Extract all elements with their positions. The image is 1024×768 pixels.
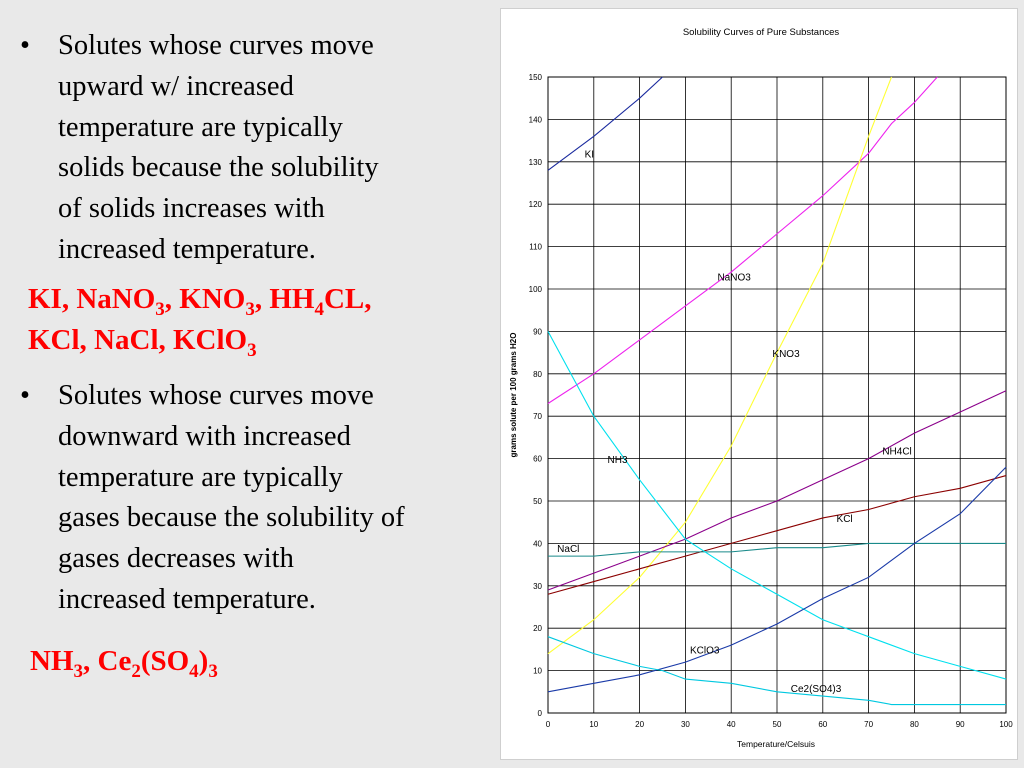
series-labels: KI NaNO3 KNO3 NH4Cl KCl NaCl NH3 KClO3 Ce2(SO4)3 <box>557 150 912 695</box>
x-tick-label: 90 <box>956 720 965 729</box>
solids-list-line: KCl, NaCl, KClO3 <box>28 320 372 361</box>
bullet-marker: • <box>20 380 30 411</box>
formula-text: , Ce <box>83 645 132 677</box>
y-tick-label: 100 <box>529 285 543 294</box>
series-line-nano3 <box>547 76 938 404</box>
subscript: 3 <box>73 660 84 682</box>
y-tick-label: 140 <box>529 115 543 124</box>
x-tick-label: 0 <box>546 720 551 729</box>
bullet-line: increased temperature. <box>58 583 316 615</box>
series-lines <box>547 76 1007 706</box>
y-tick-label: 120 <box>529 200 543 209</box>
bullet-line: upward w/ increased <box>58 70 294 102</box>
x-tick-label: 80 <box>910 720 919 729</box>
bullet-line: temperature are typically <box>58 111 343 143</box>
x-tick-label: 10 <box>589 720 598 729</box>
solids-list-line: KI, NaNO3, KNO3, HH4CL, <box>28 279 372 320</box>
grid <box>547 76 1007 714</box>
x-tick-label: 70 <box>864 720 873 729</box>
series-label: Ce2(SO4)3 <box>791 684 842 695</box>
solubility-chart: Solubility Curves of Pure Substances Tem… <box>509 27 1014 749</box>
x-tick-label: 60 <box>818 720 827 729</box>
formula-text: (SO <box>140 645 190 677</box>
bullet-marker: • <box>20 30 30 61</box>
series-label: KNO3 <box>772 349 800 360</box>
y-tick-label: 70 <box>533 412 542 421</box>
text-column: • Solutes whose curves move upward w/ in… <box>0 0 490 768</box>
bullet-line: Solutes whose curves move <box>58 30 374 61</box>
x-axis-label: Temperature/Celsuis <box>737 739 815 749</box>
subscript: 3 <box>208 660 218 682</box>
tick-labels: 0 10 20 30 40 50 60 70 80 90 100 0 10 20 30 40 50 60 70 80 9… <box>529 73 1014 729</box>
gases-list-line: NH3, Ce2(SO4)3 <box>30 641 218 682</box>
series-label: KI <box>585 150 594 161</box>
y-tick-label: 110 <box>529 243 542 252</box>
y-tick-label: 40 <box>533 539 542 548</box>
x-tick-label: 50 <box>773 720 782 729</box>
formula-text: , KNO <box>164 283 246 315</box>
y-tick-label: 10 <box>533 667 542 676</box>
subscript: 4 <box>314 298 324 320</box>
y-tick-label: 30 <box>533 582 542 591</box>
series-label: NaCl <box>557 544 579 555</box>
y-tick-label: 60 <box>533 455 542 464</box>
bullet-line: Solutes whose curves move <box>58 380 374 411</box>
y-tick-label: 130 <box>529 158 543 167</box>
formula-text: ) <box>198 645 209 677</box>
y-tick-label: 0 <box>538 709 543 718</box>
series-label: NH3 <box>608 455 628 466</box>
x-tick-label: 30 <box>681 720 690 729</box>
bullet-text: Solutes whose curves move downward with … <box>58 376 478 621</box>
bullet-line: of solids increases with <box>58 193 325 225</box>
series-line-ce2so43 <box>547 636 1006 706</box>
series-line-kcl <box>547 475 1007 595</box>
formula-text: KCl, NaCl, KClO <box>28 324 248 356</box>
subscript: 3 <box>245 298 255 320</box>
chart-panel: Solubility Curves of Pure Substances Tem… <box>500 8 1018 760</box>
series-line-kno3 <box>547 76 893 655</box>
chart-title: Solubility Curves of Pure Substances <box>683 27 840 38</box>
series-line-nacl <box>548 542 1006 557</box>
subscript: 3 <box>247 339 257 361</box>
series-line-kclo3 <box>547 466 1007 693</box>
y-tick-label: 80 <box>533 370 542 379</box>
series-label: KClO3 <box>690 646 720 657</box>
series-line-nh3 <box>547 331 1007 680</box>
solids-list: KI, NaNO3, KNO3, HH4CL, KCl, NaCl, KClO3 <box>28 279 372 361</box>
bullet-line: solids because the solubility <box>58 152 379 184</box>
y-tick-label: 90 <box>533 327 542 336</box>
series-label: NH4Cl <box>882 446 911 457</box>
x-tick-label: 40 <box>727 720 736 729</box>
subscript: 4 <box>189 660 199 682</box>
gases-list: NH3, Ce2(SO4)3 <box>30 641 218 682</box>
bullet-line: downward with increased <box>58 420 351 452</box>
series-line-ki <box>547 76 663 171</box>
bullet-line: temperature are typically <box>58 461 343 493</box>
series-label: NaNO3 <box>717 273 751 284</box>
x-tick-label: 20 <box>635 720 644 729</box>
y-tick-label: 20 <box>533 624 542 633</box>
formula-text: KI, NaNO <box>28 283 156 315</box>
series-line-nh4cl <box>547 390 1007 591</box>
formula-text: CL, <box>323 283 372 315</box>
bullet-line: increased temperature. <box>58 233 316 265</box>
formula-text: , HH <box>254 283 315 315</box>
bullet-line: gases decreases with <box>58 543 294 575</box>
subscript: 2 <box>131 660 141 682</box>
y-tick-label: 50 <box>533 497 542 506</box>
x-tick-label: 100 <box>999 720 1013 729</box>
bullet-line: gases because the solubility of <box>58 502 405 534</box>
y-axis-label: grams solute per 100 grams H2O <box>509 333 518 458</box>
series-label: KCl <box>837 514 853 525</box>
formula-text: NH <box>30 645 74 677</box>
y-tick-label: 150 <box>529 73 543 82</box>
bullet-text: Solutes whose curves move upward w/ incr… <box>58 26 478 271</box>
subscript: 3 <box>155 298 165 320</box>
